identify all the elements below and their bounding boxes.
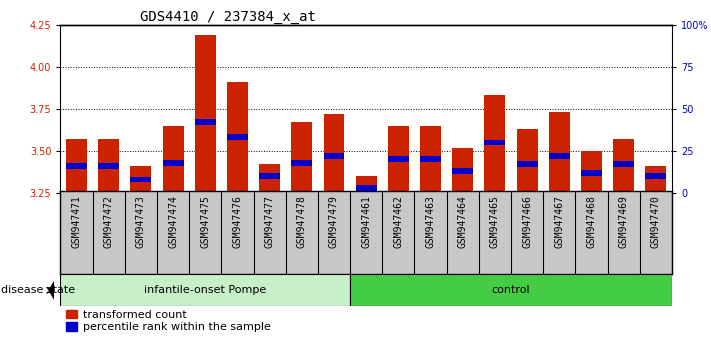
- Bar: [452, 148, 474, 193]
- Bar: [130, 166, 151, 193]
- Text: GSM947461: GSM947461: [361, 195, 371, 248]
- Legend: transformed count, percentile rank within the sample: transformed count, percentile rank withi…: [66, 310, 270, 332]
- Bar: [452, 168, 474, 174]
- Text: GSM947467: GSM947467: [555, 195, 565, 248]
- Text: GSM947473: GSM947473: [136, 195, 146, 248]
- Text: GSM947475: GSM947475: [201, 195, 210, 248]
- Bar: [227, 135, 248, 141]
- Text: GSM947464: GSM947464: [458, 195, 468, 248]
- Bar: [420, 126, 441, 193]
- Text: GSM947476: GSM947476: [232, 195, 242, 248]
- Bar: [195, 35, 215, 193]
- Bar: [388, 126, 409, 193]
- Text: GSM947462: GSM947462: [393, 195, 403, 248]
- Bar: [388, 156, 409, 162]
- Bar: [517, 129, 538, 193]
- Text: GSM947479: GSM947479: [329, 195, 339, 248]
- Polygon shape: [48, 281, 54, 300]
- Bar: [163, 160, 183, 166]
- Bar: [356, 176, 377, 193]
- Bar: [98, 163, 119, 169]
- Bar: [484, 96, 506, 193]
- Text: GSM947469: GSM947469: [619, 195, 629, 248]
- Bar: [484, 139, 506, 145]
- Bar: [66, 163, 87, 169]
- Bar: [356, 185, 377, 191]
- Text: GDS4410 / 237384_x_at: GDS4410 / 237384_x_at: [140, 10, 316, 24]
- Text: GSM947477: GSM947477: [264, 195, 274, 248]
- Text: GSM947478: GSM947478: [296, 195, 307, 248]
- Bar: [292, 122, 312, 193]
- Bar: [581, 170, 602, 176]
- Bar: [646, 173, 666, 179]
- Bar: [350, 274, 672, 306]
- Bar: [646, 166, 666, 193]
- Bar: [66, 139, 87, 193]
- Bar: [163, 126, 183, 193]
- Bar: [420, 156, 441, 162]
- Text: GSM947472: GSM947472: [104, 195, 114, 248]
- Bar: [60, 274, 350, 306]
- Bar: [517, 161, 538, 167]
- Bar: [98, 139, 119, 193]
- Bar: [581, 151, 602, 193]
- Bar: [549, 153, 570, 159]
- Text: GSM947465: GSM947465: [490, 195, 500, 248]
- Bar: [195, 119, 215, 125]
- Bar: [613, 161, 634, 167]
- Bar: [227, 82, 248, 193]
- Text: GSM947470: GSM947470: [651, 195, 661, 248]
- Text: GSM947474: GSM947474: [168, 195, 178, 248]
- Text: GSM947466: GSM947466: [522, 195, 532, 248]
- Bar: [292, 160, 312, 166]
- Bar: [259, 173, 280, 179]
- Bar: [130, 177, 151, 182]
- Bar: [259, 164, 280, 193]
- Text: disease state: disease state: [1, 285, 75, 295]
- Text: GSM947463: GSM947463: [425, 195, 436, 248]
- Bar: [613, 139, 634, 193]
- Text: GSM947468: GSM947468: [587, 195, 597, 248]
- Text: GSM947471: GSM947471: [72, 195, 82, 248]
- Bar: [324, 114, 344, 193]
- Bar: [324, 153, 344, 159]
- Text: control: control: [492, 285, 530, 295]
- Text: infantile-onset Pompe: infantile-onset Pompe: [144, 285, 267, 295]
- Bar: [549, 112, 570, 193]
